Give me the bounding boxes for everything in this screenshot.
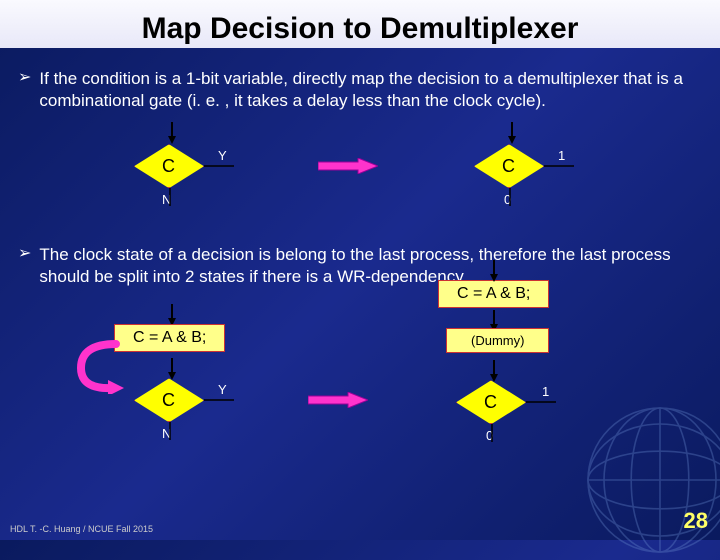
bullet-2-text: The clock state of a decision is belong … (39, 244, 702, 288)
label-1: 1 (558, 148, 565, 163)
label-1-2: 1 (542, 384, 549, 399)
bullet-1-text: If the condition is a 1-bit variable, di… (39, 68, 702, 112)
map-arrow-icon (308, 392, 368, 408)
edge-line (490, 424, 494, 442)
process-box-dummy: (Dummy) (446, 328, 549, 353)
page-title: Map Decision to Demultiplexer (0, 0, 720, 54)
arrow-down-icon (168, 136, 176, 144)
diamond-label-c-left-2: C (162, 390, 175, 411)
label-y: Y (218, 148, 227, 163)
footer-text: HDL T. -C. Huang / NCUE Fall 2015 (10, 524, 153, 534)
label-y-2: Y (218, 382, 227, 397)
diagram-2: C = A & B; C = A & B; C Y N (Dummy) C 1 … (18, 294, 702, 474)
process-box-left: C = A & B; (114, 324, 225, 352)
edge-line (508, 188, 512, 206)
edge-line (204, 164, 234, 168)
map-arrow-icon (318, 158, 378, 174)
edge-line (168, 188, 172, 206)
page-number: 28 (684, 508, 708, 534)
bullet-2: ➢ The clock state of a decision is belon… (18, 244, 702, 288)
edge-line (526, 400, 556, 404)
diamond-label-c-right: C (502, 156, 515, 177)
process-box-right-1: C = A & B; (438, 280, 549, 308)
diamond-label-c-right-2: C (484, 392, 497, 413)
bullet-1: ➢ If the condition is a 1-bit variable, … (18, 68, 702, 112)
diamond-label-c-left: C (162, 156, 175, 177)
edge-line (168, 422, 172, 440)
arrow-down-icon (508, 136, 516, 144)
loop-arrow-icon (76, 338, 126, 394)
edge-line (204, 398, 234, 402)
bullet-marker-icon: ➢ (18, 68, 31, 89)
diagram-1: C Y N C 1 0 (18, 118, 702, 238)
bullet-marker-icon: ➢ (18, 244, 31, 265)
edge-line (544, 164, 574, 168)
arrow-down-icon (490, 274, 498, 282)
